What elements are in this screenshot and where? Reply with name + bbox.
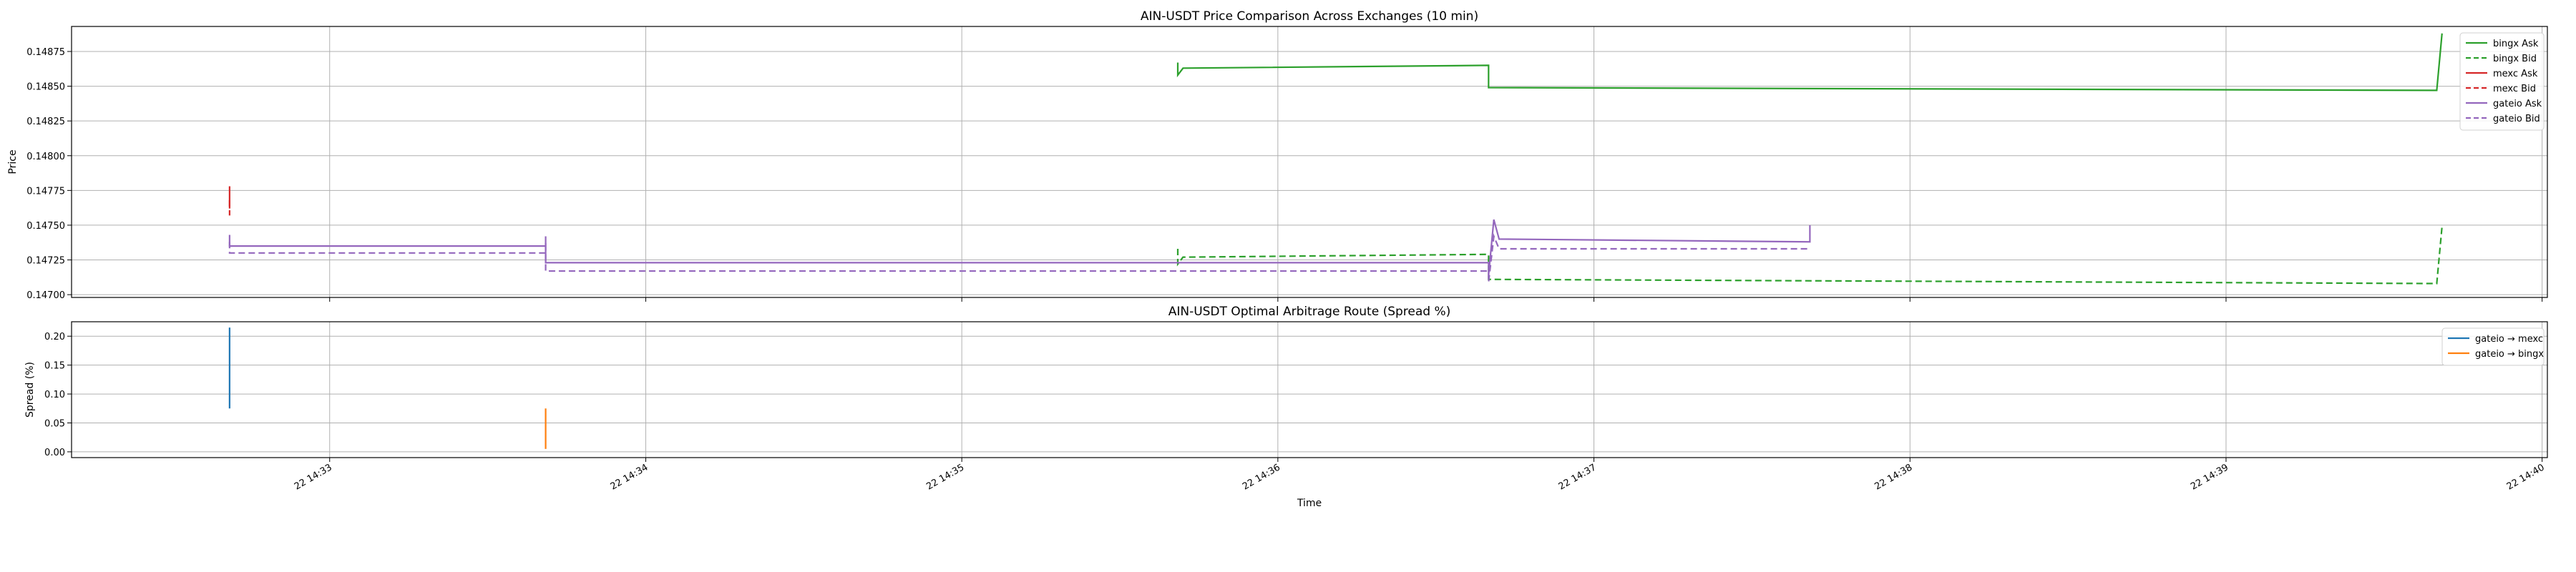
legend-box: [2459, 32, 2545, 131]
y-tick-label: 0.10: [44, 390, 65, 400]
x-tick-label: 22 14:39: [2189, 462, 2230, 492]
y-tick-label: 0.14850: [26, 82, 65, 93]
x-tick-label: 22 14:36: [1241, 462, 1282, 492]
y-tick-label: 0.14750: [26, 221, 65, 232]
plot-frame: [71, 26, 2548, 298]
series-line-bingx-ask: [1176, 33, 2443, 92]
y-tick-label: 0.14775: [26, 186, 65, 197]
chart-panel-1: 0.14700 0.14725 0.14750 0.14775 0.14800 0.148…: [7, 9, 2548, 302]
y-tick-label: 0.15: [44, 361, 65, 372]
y-tick-label: 0.14800: [26, 152, 65, 162]
legend-label: gateio Bid: [2493, 114, 2540, 124]
chart-title: AIN-USDT Price Comparison Across Exchang…: [1141, 9, 1478, 24]
legend-label: gateio → bingx: [2475, 349, 2544, 360]
chart-title: AIN-USDT Optimal Arbitrage Route (Spread…: [1169, 305, 1451, 319]
plot-frame: [71, 321, 2548, 458]
x-tick-label: 22 14:34: [609, 462, 650, 492]
y-axis-label: Price: [7, 149, 19, 174]
x-axis-label: Time: [1297, 498, 1322, 509]
legend-label: bingx Bid: [2493, 54, 2537, 64]
legend-label: mexc Ask: [2493, 69, 2538, 79]
y-tick-label: 0.00: [44, 448, 65, 458]
y-tick-label: 0.14700: [26, 290, 65, 301]
legend: bingx Ask bingx Bid mexc Ask mexc Bid gateio…: [2459, 32, 2545, 131]
legend-label: gateio Ask: [2493, 99, 2542, 109]
x-tick-label: 22 14:40: [2505, 462, 2547, 492]
x-tick-label: 22 14:35: [924, 462, 966, 492]
y-tick-label: 0.20: [44, 332, 65, 342]
series-line-gateio-ask: [228, 219, 1811, 276]
y-tick-label: 0.05: [44, 418, 65, 429]
series-line-bingx-bid: [1176, 226, 2443, 285]
y-tick-label: 0.14725: [26, 256, 65, 267]
y-tick-label: 0.14825: [26, 117, 65, 127]
y-tick-label: 0.14875: [26, 47, 65, 58]
x-tick-label: 22 14:38: [1873, 462, 1914, 492]
legend: gateio → mexc gateio → bingx: [2441, 327, 2545, 366]
x-tick-label: 22 14:33: [293, 462, 334, 492]
series-line-gateio-bid: [228, 233, 1810, 282]
chart-panel-2: 0.00 0.05 0.10 0.15 0.20 AIN-USDT Optimal Arb…: [24, 305, 2548, 462]
legend-label: bingx Ask: [2493, 39, 2539, 49]
y-axis-label: Spread (%): [24, 362, 36, 418]
legend-label: gateio → mexc: [2475, 334, 2543, 345]
legend-label: mexc Bid: [2493, 84, 2536, 94]
x-tick-label: 22 14:37: [1557, 462, 1599, 492]
